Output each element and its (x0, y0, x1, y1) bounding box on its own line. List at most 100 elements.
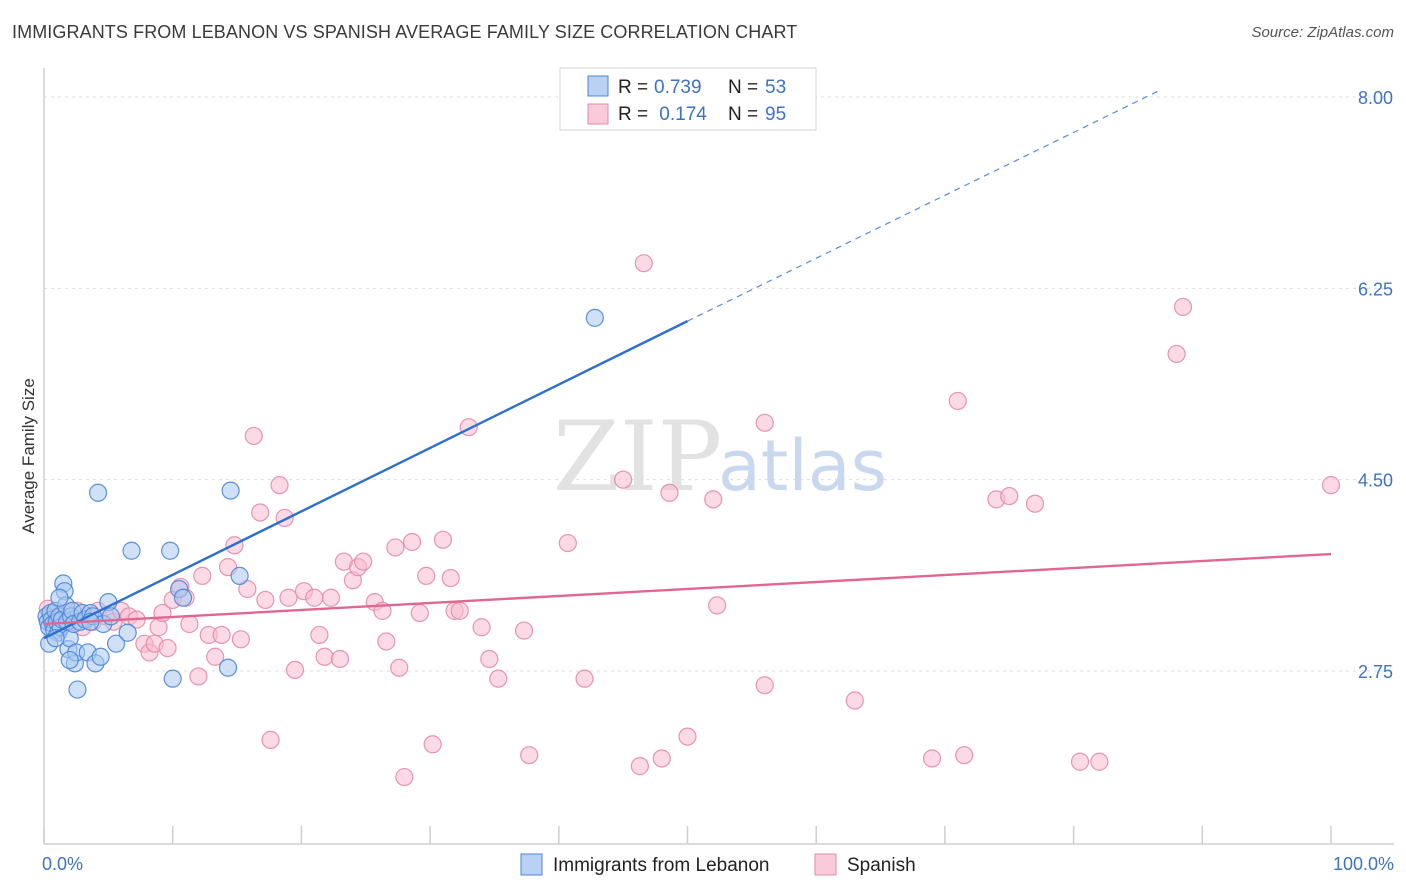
spanish-point (256, 590, 275, 610)
spanish-point (480, 649, 499, 669)
source-label: Source: ZipAtlas.com (1251, 24, 1394, 41)
legend-swatch-blue (587, 75, 609, 97)
bottom-legend-swatch-lebanon (520, 853, 543, 876)
spanish-point (652, 749, 671, 768)
spanish-point (1000, 486, 1019, 506)
spanish-point (1321, 476, 1341, 495)
y-tick-label: 8.00 (1358, 88, 1393, 108)
spanish-trend-line (43, 552, 1332, 626)
lebanon-point (163, 669, 182, 688)
spanish-point (1025, 494, 1045, 513)
legend-r-value: 0.739 (654, 77, 702, 98)
spanish-points (38, 254, 1341, 787)
spanish-point (520, 746, 539, 765)
spanish-point (433, 530, 453, 549)
spanish-point (441, 568, 460, 588)
lebanon-point (585, 308, 604, 327)
spanish-point (261, 730, 280, 749)
spanish-point (630, 757, 649, 776)
spanish-point (330, 649, 350, 669)
spanish-point (193, 566, 212, 585)
spanish-point (922, 749, 942, 768)
watermark-zip: ZIP (553, 401, 722, 513)
spanish-point (321, 588, 341, 607)
spanish-point (450, 601, 469, 620)
spanish-point (395, 767, 414, 787)
spanish-point (755, 413, 774, 432)
bottom-legend: Immigrants from Lebanon Spanish (520, 853, 916, 876)
spanish-point (514, 621, 534, 640)
spanish-point (390, 658, 409, 677)
spanish-point (423, 735, 442, 754)
spanish-point (305, 588, 324, 607)
lebanon-point (60, 650, 79, 670)
spanish-point (231, 630, 251, 649)
legend-n-value: 95 (765, 104, 786, 125)
x-tick-label: 100.0% (1333, 854, 1394, 874)
axes (43, 68, 1394, 845)
spanish-point (251, 503, 270, 522)
lebanon-point (91, 647, 110, 666)
spanish-point (948, 391, 967, 411)
lebanon-point (101, 607, 121, 626)
spanish-point (279, 588, 298, 607)
chart-title: IMMIGRANTS FROM LEBANON VS SPANISH AVERA… (12, 22, 798, 42)
spanish-point (206, 647, 225, 666)
lebanon-point (88, 483, 108, 502)
y-tick-label: 6.25 (1358, 279, 1393, 299)
lebanon-trend-line (43, 320, 689, 640)
spanish-point (575, 669, 594, 688)
spanish-point (660, 483, 679, 502)
legend-n-label: N = (728, 104, 758, 125)
spanish-point (285, 660, 305, 680)
spanish-point (1173, 297, 1193, 317)
spanish-point (310, 625, 329, 645)
spanish-point (614, 470, 633, 489)
spanish-point (180, 614, 199, 634)
lebanon-point (173, 588, 193, 607)
lebanon-point (118, 623, 137, 642)
spanish-point (678, 727, 697, 746)
lebanon-point (50, 588, 69, 607)
lebanon-point (230, 566, 249, 585)
bottom-legend-label-spanish: Spanish (847, 855, 916, 876)
lebanon-point (68, 680, 87, 699)
spanish-point (354, 552, 373, 571)
legend: R = 0.739 N = 53 R = 0.174 N = 95 (559, 67, 817, 131)
spanish-point (558, 533, 577, 553)
spanish-point (1070, 752, 1090, 771)
y-tick-label: 4.50 (1358, 471, 1393, 491)
y-tick-label: 2.75 (1358, 662, 1393, 682)
spanish-point (417, 566, 436, 585)
watermark-atlas: atlas (718, 425, 887, 507)
spanish-point (386, 538, 405, 557)
watermark: ZIP atlas (553, 401, 887, 513)
spanish-point (212, 625, 231, 645)
spanish-point (158, 638, 177, 658)
spanish-point (244, 426, 263, 446)
legend-r-label: R = (618, 104, 648, 125)
spanish-point (634, 254, 653, 273)
spanish-point (1167, 344, 1186, 364)
legend-r-label: R = (618, 77, 648, 98)
spanish-point (270, 476, 289, 495)
spanish-point (410, 603, 429, 623)
lebanon-point (122, 541, 141, 560)
spanish-point (189, 667, 208, 686)
lebanon-point (218, 658, 238, 677)
lebanon-point (221, 481, 240, 500)
spanish-point (489, 669, 508, 688)
trend-lines (43, 90, 1332, 640)
spanish-point (472, 618, 491, 637)
spanish-point (704, 490, 723, 509)
legend-n-value: 53 (765, 77, 786, 98)
spanish-point (1090, 752, 1109, 771)
spanish-point (315, 647, 334, 666)
x-tick-label: 0.0% (42, 854, 83, 874)
spanish-point (402, 532, 422, 552)
spanish-point (955, 746, 974, 765)
lebanon-point (106, 634, 126, 653)
legend-n-label: N = (728, 77, 758, 98)
spanish-point (377, 632, 396, 651)
